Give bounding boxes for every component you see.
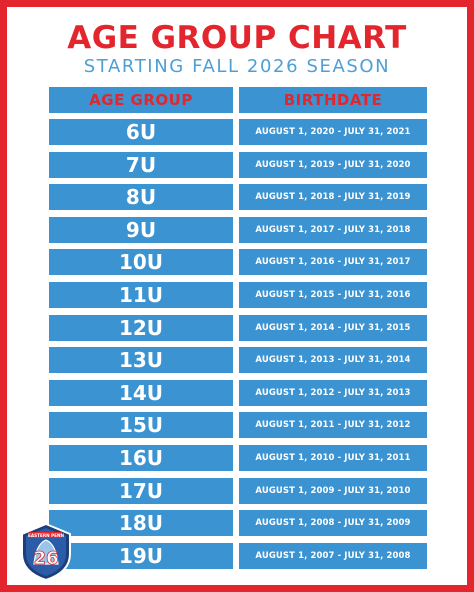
age-group-cell: 11U [49,282,233,308]
birthdate-cell: AUGUST 1, 2015 - JULY 31, 2016 [239,282,427,308]
age-group-cell: 9U [49,217,233,243]
age-group-cell: 17U [49,478,233,504]
birthdate-cell: AUGUST 1, 2012 - JULY 31, 2013 [239,380,427,406]
birthdate-cell: AUGUST 1, 2019 - JULY 31, 2020 [239,152,427,178]
column-header-age-group: AGE GROUP [49,87,233,113]
birthdate-cell: AUGUST 1, 2018 - JULY 31, 2019 [239,184,427,210]
age-group-cell: 15U [49,412,233,438]
birthdate-cell: AUGUST 1, 2009 - JULY 31, 2010 [239,478,427,504]
birthdate-cell: AUGUST 1, 2007 - JULY 31, 2008 [239,543,427,569]
birthdate-cell: AUGUST 1, 2014 - JULY 31, 2015 [239,315,427,341]
birthdate-cell: AUGUST 1, 2017 - JULY 31, 2018 [239,217,427,243]
age-group-cell: 19U [49,543,233,569]
svg-text:26: 26 [33,548,58,569]
age-group-cell: 6U [49,119,233,145]
birthdate-cell: AUGUST 1, 2011 - JULY 31, 2012 [239,412,427,438]
birthdate-cell: AUGUST 1, 2013 - JULY 31, 2014 [239,347,427,373]
age-group-cell: 8U [49,184,233,210]
age-group-cell: 7U [49,152,233,178]
age-group-cell: 10U [49,249,233,275]
birthdate-cell: AUGUST 1, 2010 - JULY 31, 2011 [239,445,427,471]
birthdate-cell: AUGUST 1, 2016 - JULY 31, 2017 [239,249,427,275]
age-group-cell: 14U [49,380,233,406]
page-subtitle: STARTING FALL 2026 SEASON [83,56,391,77]
birthdate-cell: AUGUST 1, 2008 - JULY 31, 2009 [239,510,427,536]
age-group-cell: 16U [49,445,233,471]
birthdate-cell: AUGUST 1, 2020 - JULY 31, 2021 [239,119,427,145]
age-group-cell: 18U [49,510,233,536]
age-group-cell: 13U [49,347,233,373]
page-title: AGE GROUP CHART [67,20,407,56]
age-group-cell: 12U [49,315,233,341]
liberty-bell-crest-icon: EASTERN PENN 26 [16,520,76,582]
column-header-birthdate: BIRTHDATE [239,87,427,113]
svg-text:EASTERN PENN: EASTERN PENN [28,533,64,538]
